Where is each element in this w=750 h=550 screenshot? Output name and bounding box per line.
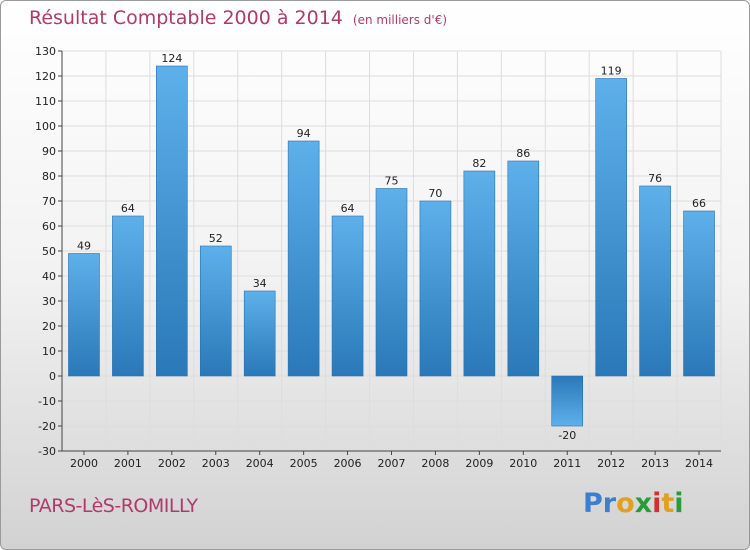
chart-title: Résultat Comptable 2000 à 2014 (en millie… (29, 7, 447, 29)
y-tick-label: -10 (38, 395, 56, 408)
bar-2002 (156, 65, 188, 377)
value-label: 70 (428, 187, 442, 200)
y-tick-label: -20 (38, 420, 56, 433)
y-tick-label: 100 (35, 120, 56, 133)
title-text: Résultat Comptable 2000 à 2014 (29, 7, 343, 29)
logo-letter: i (652, 488, 662, 519)
bar-2005 (287, 140, 320, 377)
labels: -30 -20 -10 0 10 20 30 40 50 60 70 80 90 100 110 120 130… (35, 45, 713, 470)
x-tick-label: 2007 (378, 457, 406, 470)
value-label: 49 (77, 240, 91, 253)
y-tick-label: 120 (35, 70, 56, 83)
x-tick-label: 2002 (158, 457, 186, 470)
y-tick-label: 10 (42, 345, 56, 358)
value-label: 94 (297, 127, 311, 140)
x-tick-label: 2005 (290, 457, 318, 470)
bar-2013 (639, 185, 671, 377)
y-tick-label: 50 (42, 245, 56, 258)
x-tick-label: 2004 (246, 457, 274, 470)
y-tick-label: 70 (42, 195, 56, 208)
bar-2003 (199, 245, 232, 377)
x-tick-label: 2000 (70, 457, 98, 470)
bar-2012 (595, 78, 627, 377)
logo-letter: o (616, 488, 635, 519)
bars (68, 65, 715, 427)
y-tick-label: 130 (35, 45, 56, 58)
value-label: 64 (341, 202, 355, 215)
value-label: 82 (472, 157, 486, 170)
x-tick-label: 2014 (685, 457, 713, 470)
value-label: 124 (161, 52, 182, 65)
value-label: 52 (209, 232, 223, 245)
y-tick-label: 40 (42, 270, 56, 283)
value-label: 75 (385, 175, 399, 188)
y-tick-label: 80 (42, 170, 56, 183)
bar-2001 (112, 215, 144, 377)
y-tick-label: 60 (42, 220, 56, 233)
x-tick-label: 2011 (553, 457, 581, 470)
y-tick-label: 30 (42, 295, 56, 308)
bar-2011 (551, 375, 584, 427)
bar-2004 (243, 290, 276, 377)
logo-letter: r (602, 488, 617, 519)
logo-letter: x (634, 488, 653, 519)
value-label: 34 (253, 277, 267, 290)
x-tick-label: 2003 (202, 457, 230, 470)
logo-letter: t (661, 488, 675, 519)
bar-2000 (68, 253, 100, 377)
bar-2008 (419, 200, 452, 377)
y-tick-label: 110 (35, 95, 56, 108)
value-label: 66 (692, 197, 706, 210)
value-label: 119 (601, 65, 622, 78)
y-tick-label: 0 (49, 370, 56, 383)
value-label: 86 (516, 147, 530, 160)
proxiti-logo: Proxiti (583, 488, 684, 519)
bar-2010 (507, 160, 540, 377)
y-tick-label: -30 (38, 445, 56, 458)
bar-2014 (683, 210, 715, 377)
value-label: 76 (648, 172, 662, 185)
y-tick-label: 90 (42, 145, 56, 158)
axes (58, 50, 721, 455)
logo-letter: P (583, 488, 603, 519)
x-tick-label: 2010 (509, 457, 537, 470)
bar-2009 (463, 170, 496, 377)
value-label: -20 (558, 429, 576, 442)
unit-text: (en milliers d'€) (352, 13, 448, 27)
x-tick-label: 2009 (465, 457, 493, 470)
x-tick-label: 2012 (597, 457, 625, 470)
bar-2006 (331, 215, 364, 377)
bar-2007 (375, 188, 408, 377)
x-tick-label: 2008 (421, 457, 449, 470)
x-tick-label: 2006 (334, 457, 362, 470)
commune-name: PARS-LèS-ROMILLY (29, 495, 198, 517)
value-label: 64 (121, 202, 135, 215)
x-tick-label: 2001 (114, 457, 142, 470)
logo-letter: i (674, 488, 684, 519)
x-tick-label: 2013 (641, 457, 669, 470)
y-tick-label: 20 (42, 320, 56, 333)
